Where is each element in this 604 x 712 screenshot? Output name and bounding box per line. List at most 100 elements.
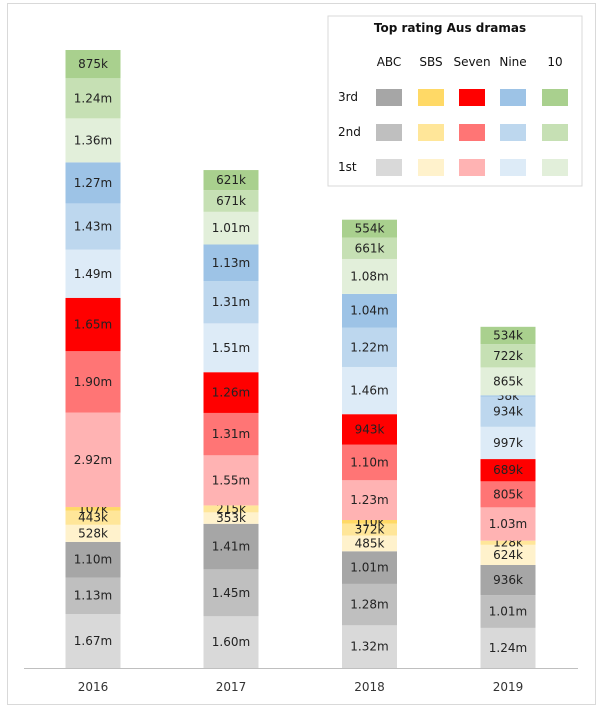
data-label: 1.10m [350, 455, 388, 469]
data-label: 1.22m [350, 340, 388, 354]
legend-swatch-nine-2nd [500, 124, 526, 141]
bar-segment-nine-3rd-2019 [480, 395, 536, 397]
bar-segment-abc-3rd-2017 [203, 523, 259, 570]
data-label: 661k [355, 241, 385, 255]
data-label: 1.31m [212, 427, 250, 441]
bar-segment-abc-2nd-2018 [342, 583, 397, 626]
bar-segment-sbs-2nd-2017 [203, 505, 259, 513]
bar-segment-seven-3rd-2016 [65, 297, 121, 352]
bar-segment-seven-1st-2019 [480, 507, 536, 541]
data-label: 1.41m [212, 540, 250, 554]
bar-segment-abc-2nd-2016 [65, 577, 121, 614]
legend-swatch-sbs-2nd [418, 124, 444, 141]
bar-segment-abc-1st-2017 [203, 616, 259, 668]
legend-swatch-seven-2nd [459, 124, 485, 141]
data-label: 2.92m [74, 453, 112, 467]
bar-segment-sbs-2nd-2018 [342, 523, 397, 536]
data-label: 372k [355, 523, 385, 537]
data-label: 1.49m [74, 267, 112, 281]
legend-rank-label: 2nd [338, 125, 361, 139]
data-label: 1.46m [350, 384, 388, 398]
data-label: 1.55m [212, 473, 250, 487]
bar-segment-sbs-2nd-2019 [480, 540, 536, 545]
legend-swatch-abc-1st [376, 159, 402, 176]
data-label: 934k [493, 405, 523, 419]
legend-rank-label: 3rd [338, 90, 358, 104]
data-label: 875k [78, 57, 108, 71]
data-label: 1.10m [74, 553, 112, 567]
bar-segment-sbs-2nd-2016 [65, 510, 121, 525]
bar-segment-abc-3rd-2019 [480, 564, 536, 596]
bar-segment-nine-2nd-2017 [203, 281, 259, 324]
bars-group: 1.67m1.13m1.10m528k443k107k2.92m1.90m1.6… [65, 50, 536, 668]
data-label: 1.67m [74, 634, 112, 648]
data-label: 1.43m [74, 220, 112, 234]
bar-segment-seven-2nd-2018 [342, 444, 397, 481]
x-tick-label: 2016 [78, 680, 109, 694]
data-label: 936k [493, 573, 523, 587]
bar-segment-10-3rd-2017 [203, 170, 259, 191]
data-label: 722k [493, 349, 523, 363]
bar-segment-seven-3rd-2017 [203, 372, 259, 413]
bar-segment-10-1st-2018 [342, 258, 397, 294]
bar-segment-nine-3rd-2018 [342, 293, 397, 328]
bar-segment-10-2nd-2019 [480, 344, 536, 368]
bar-segment-10-3rd-2018 [342, 219, 397, 238]
data-label: 1.01m [350, 561, 388, 575]
bar-segment-sbs-3rd-2016 [65, 507, 121, 511]
data-label: 1.03m [489, 517, 527, 531]
data-label: 1.65m [74, 318, 112, 332]
legend-swatch-nine-3rd [500, 89, 526, 106]
bar-segment-seven-2nd-2016 [65, 351, 121, 413]
bar-segment-nine-2nd-2018 [342, 327, 397, 367]
data-label: 1.60m [212, 635, 250, 649]
data-label: 624k [493, 548, 523, 562]
legend-swatch-10-2nd [542, 124, 568, 141]
bar-segment-seven-3rd-2019 [480, 459, 536, 482]
legend-swatch-10-1st [542, 159, 568, 176]
data-label: 1.90m [74, 375, 112, 389]
bar-segment-10-3rd-2019 [480, 326, 536, 345]
legend-swatch-abc-2nd [376, 124, 402, 141]
data-label: 1.32m [350, 640, 388, 654]
bar-segment-10-1st-2016 [65, 118, 121, 163]
data-label: 1.01m [212, 221, 250, 235]
data-label: 1.28m [350, 598, 388, 612]
bar-segment-abc-1st-2019 [480, 627, 536, 668]
bar-segment-10-3rd-2016 [65, 50, 121, 79]
bar-segment-10-1st-2017 [203, 211, 259, 245]
bar-segment-sbs-1st-2017 [203, 512, 259, 524]
data-label: 1.31m [212, 295, 250, 309]
legend-rank-label: 1st [338, 160, 357, 174]
legend-swatch-nine-1st [500, 159, 526, 176]
bar-segment-nine-3rd-2016 [65, 162, 121, 204]
legend-swatch-sbs-1st [418, 159, 444, 176]
bar-segment-seven-1st-2017 [203, 455, 259, 506]
x-tick-labels: 2016 2017 2018 2019 [78, 680, 524, 694]
x-tick-label: 2019 [493, 680, 524, 694]
legend-swatch-seven-3rd [459, 89, 485, 106]
bar-segment-nine-1st-2017 [203, 323, 259, 373]
bar-segment-sbs-1st-2016 [65, 524, 121, 542]
bar-segment-seven-1st-2016 [65, 412, 121, 508]
data-label: 1.45m [212, 586, 250, 600]
legend-box [327, 15, 583, 187]
data-label: 671k [216, 194, 246, 208]
bar-segment-abc-3rd-2018 [342, 551, 397, 584]
data-label: 621k [216, 173, 246, 187]
data-label: 1.36m [74, 133, 112, 147]
x-tick-label: 2018 [354, 680, 385, 694]
bar-segment-sbs-1st-2019 [480, 544, 536, 565]
legend-swatch-sbs-3rd [418, 89, 444, 106]
data-label: 534k [493, 328, 523, 342]
data-label: 1.51m [212, 341, 250, 355]
legend-swatch-10-3rd [542, 89, 568, 106]
bar-segment-10-1st-2019 [480, 367, 536, 396]
legend-network-label: ABC [377, 55, 402, 69]
legend-network-label: Seven [453, 55, 490, 69]
data-label: 943k [355, 422, 385, 436]
bar-segment-nine-1st-2019 [480, 426, 536, 460]
data-label: 1.24m [74, 91, 112, 105]
x-tick-label: 2017 [216, 680, 247, 694]
